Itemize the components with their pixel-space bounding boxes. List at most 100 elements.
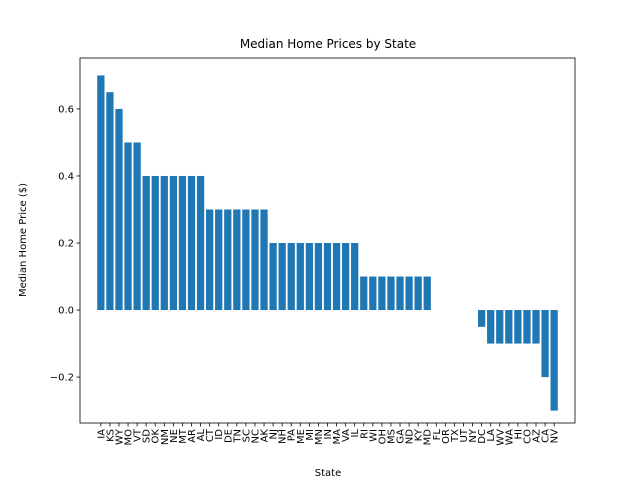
x-tick-label: UT bbox=[459, 428, 470, 442]
bar bbox=[378, 276, 386, 311]
x-tick-label: IL bbox=[350, 429, 361, 438]
bar bbox=[124, 142, 132, 311]
bar bbox=[106, 92, 114, 311]
bar bbox=[505, 310, 513, 344]
bar bbox=[196, 175, 205, 311]
y-tick-label: 0.6 bbox=[58, 104, 74, 115]
x-tick-label: NC bbox=[250, 429, 261, 443]
x-tick-label: TX bbox=[450, 429, 461, 443]
x-tick-label: TN bbox=[232, 429, 243, 444]
chart-title: Median Home Prices by State bbox=[240, 37, 416, 51]
y-tick-label: −0.2 bbox=[50, 373, 74, 384]
bar bbox=[405, 276, 413, 311]
bar bbox=[151, 175, 159, 311]
y-axis-label: Median Home Price ($) bbox=[18, 183, 29, 297]
x-tick-label: MI bbox=[305, 429, 316, 441]
x-tick-label: NY bbox=[468, 428, 479, 442]
bar bbox=[233, 209, 241, 311]
bar bbox=[133, 142, 141, 311]
x-tick-label: NH bbox=[278, 429, 289, 444]
x-tick-label: ID bbox=[214, 429, 225, 440]
bar bbox=[332, 243, 341, 311]
x-tick-label: PA bbox=[287, 429, 298, 441]
bar bbox=[523, 310, 531, 344]
x-tick-label: MT bbox=[178, 428, 189, 444]
x-tick-label: HI bbox=[513, 429, 524, 439]
x-tick-label: ME bbox=[296, 429, 307, 444]
bar bbox=[278, 243, 286, 311]
bar bbox=[387, 276, 395, 311]
bar bbox=[187, 175, 196, 311]
x-tick-label: AL bbox=[196, 429, 207, 442]
bar bbox=[287, 243, 295, 311]
x-tick-label: AZ bbox=[532, 429, 543, 443]
x-tick-label: SD bbox=[142, 429, 153, 443]
x-tick-label: WY bbox=[114, 428, 125, 445]
bar bbox=[514, 310, 522, 344]
x-axis-label: State bbox=[315, 468, 341, 479]
bar bbox=[269, 243, 277, 311]
y-tick-label: 0.4 bbox=[58, 171, 74, 182]
bar bbox=[369, 276, 377, 311]
x-tick-label: KY bbox=[414, 428, 425, 441]
bar bbox=[305, 243, 313, 311]
x-tick-label: WI bbox=[368, 429, 379, 442]
bar bbox=[396, 276, 404, 311]
x-tick-label: NV bbox=[550, 429, 561, 443]
x-tick-label: GA bbox=[396, 429, 407, 444]
bar bbox=[142, 175, 150, 311]
bar bbox=[314, 243, 323, 311]
bar bbox=[115, 108, 123, 311]
bar bbox=[342, 243, 350, 311]
bar bbox=[550, 310, 558, 411]
plot-frame bbox=[79, 57, 576, 424]
bar bbox=[477, 310, 486, 327]
x-tick-label: AK bbox=[260, 429, 271, 443]
x-tick-label: MD bbox=[423, 429, 434, 446]
y-tick-label: 0.0 bbox=[58, 306, 74, 317]
bar bbox=[251, 209, 259, 311]
bar bbox=[532, 310, 540, 344]
x-tick-label: WV bbox=[495, 429, 506, 446]
bar bbox=[97, 75, 105, 311]
x-tick-label: CO bbox=[522, 429, 533, 444]
bar bbox=[206, 209, 214, 311]
x-tick-label: MS bbox=[386, 429, 397, 444]
x-tick-label: SC bbox=[241, 429, 252, 442]
x-tick-label: DC bbox=[477, 429, 488, 444]
x-tick-label: RI bbox=[359, 429, 370, 439]
x-tick-label: DE bbox=[223, 429, 234, 443]
x-tick-label: IA bbox=[96, 429, 107, 439]
x-tick-label: WA bbox=[504, 429, 515, 445]
bar bbox=[296, 243, 304, 311]
bar bbox=[360, 276, 368, 311]
x-tick-label: OK bbox=[151, 429, 162, 444]
x-tick-label: AR bbox=[187, 429, 198, 443]
bar bbox=[160, 175, 168, 311]
bar bbox=[351, 243, 359, 311]
bar bbox=[496, 310, 504, 344]
bar bbox=[215, 209, 223, 311]
x-tick-label: LA bbox=[486, 429, 497, 442]
bar bbox=[541, 310, 549, 378]
bar bbox=[169, 175, 178, 311]
bar bbox=[487, 310, 495, 344]
x-tick-label: NJ bbox=[269, 429, 280, 439]
x-tick-label: FL bbox=[432, 429, 443, 441]
x-tick-label: CT bbox=[205, 428, 216, 442]
x-tick-label: KS bbox=[105, 429, 116, 442]
bar bbox=[260, 209, 268, 311]
x-tick-label: VT bbox=[133, 428, 144, 442]
bar bbox=[178, 175, 187, 311]
bar bbox=[423, 276, 431, 311]
x-tick-label: MO bbox=[124, 429, 135, 446]
x-tick-label: OR bbox=[441, 429, 452, 444]
x-tick-label: NM bbox=[160, 429, 171, 445]
x-tick-label: VA bbox=[341, 429, 352, 442]
bar bbox=[224, 209, 232, 311]
x-tick-label: MA bbox=[332, 429, 343, 445]
x-tick-label: MN bbox=[314, 429, 325, 445]
x-tick-label: ND bbox=[405, 429, 416, 444]
x-tick-label: NE bbox=[169, 429, 180, 443]
